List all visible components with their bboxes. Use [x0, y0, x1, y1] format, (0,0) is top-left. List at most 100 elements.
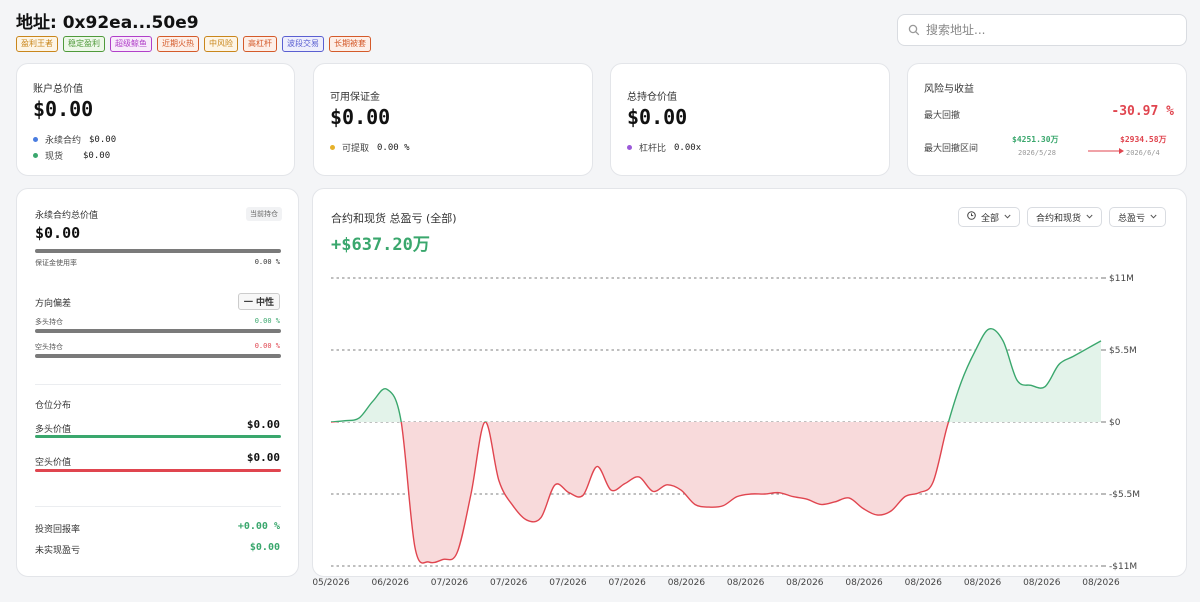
perp-label: 永续合约	[45, 136, 82, 146]
data-point[interactable]	[385, 387, 389, 391]
chart-total-pnl: +$637.20万	[331, 235, 430, 255]
x-tick-label: 08/2026	[905, 578, 943, 588]
data-point[interactable]	[427, 560, 431, 564]
trader-tag: 稳定盈利	[63, 36, 105, 52]
long-value-bar	[35, 435, 281, 438]
data-point[interactable]	[665, 483, 669, 487]
data-point[interactable]	[1057, 362, 1061, 366]
perp-total-label: 永续合约总价值	[35, 211, 99, 221]
data-point[interactable]	[567, 491, 571, 495]
data-point[interactable]	[749, 492, 753, 496]
clock-icon	[967, 211, 976, 223]
data-point[interactable]	[343, 419, 347, 423]
data-point[interactable]	[1085, 347, 1089, 351]
data-point[interactable]	[889, 509, 893, 513]
data-point[interactable]	[945, 425, 949, 429]
pnl-area-negative	[331, 422, 1101, 563]
data-point[interactable]	[861, 506, 865, 510]
leverage-row: 杠杆比 0.00x	[627, 141, 701, 154]
market-type-dropdown[interactable]: 合约和现货	[1027, 207, 1103, 227]
page-title: 地址: 0x92ea...50e9	[16, 13, 199, 33]
spot-dot	[33, 153, 38, 158]
data-point[interactable]	[623, 482, 627, 486]
data-point[interactable]	[651, 489, 655, 493]
data-point[interactable]	[637, 475, 641, 479]
arrow-right-icon	[1088, 140, 1124, 159]
pnl-area-chart[interactable]: $11M $5.5M $0 -$5.5M -$11M 05/2026 06/2026 07/2…	[312, 189, 1188, 601]
available-margin-label: 可用保证金	[330, 92, 380, 103]
search-input[interactable]	[926, 23, 1166, 37]
data-point[interactable]	[721, 504, 725, 508]
perp-summary-panel: 永续合约总价值 当前持仓 $0.00 保证金使用率 0.00 % 方向偏差 一 …	[16, 188, 299, 577]
trader-tag: 中风险	[204, 36, 238, 52]
chart-title: 合约和现货 总盈亏 (全部)	[331, 212, 457, 225]
account-value: $0.00	[33, 97, 94, 121]
data-point[interactable]	[959, 381, 963, 385]
data-point[interactable]	[819, 502, 823, 506]
data-point[interactable]	[917, 491, 921, 495]
data-point[interactable]	[1029, 383, 1033, 387]
data-point[interactable]	[413, 546, 417, 550]
data-point[interactable]	[875, 513, 879, 517]
data-point[interactable]	[371, 399, 375, 403]
account-value-label: 账户总价值	[33, 84, 83, 95]
data-point[interactable]	[735, 495, 739, 499]
data-point[interactable]	[973, 349, 977, 353]
time-range-dropdown[interactable]: 全部	[958, 207, 1021, 227]
data-point[interactable]	[693, 502, 697, 506]
data-point[interactable]	[553, 483, 557, 487]
data-point[interactable]	[539, 516, 543, 520]
margin-usage-bar	[35, 249, 281, 253]
data-point[interactable]	[357, 416, 361, 420]
data-point[interactable]	[525, 518, 529, 522]
spot-label: 现货	[45, 152, 64, 162]
metric-label: 总盈亏	[1118, 213, 1146, 224]
chevron-down-icon	[1150, 212, 1157, 222]
data-point[interactable]	[497, 479, 501, 483]
data-point[interactable]	[987, 327, 991, 331]
y-tick-label: $11M	[1109, 274, 1134, 284]
x-tick-label: 08/2026	[668, 578, 706, 588]
data-point[interactable]	[1043, 385, 1047, 389]
data-point[interactable]	[399, 419, 403, 423]
data-point[interactable]	[1001, 339, 1005, 343]
short-hold-bar	[35, 354, 281, 358]
data-point[interactable]	[455, 551, 459, 555]
metric-dropdown[interactable]: 总盈亏	[1109, 207, 1167, 227]
data-point[interactable]	[1071, 355, 1075, 359]
data-point[interactable]	[931, 480, 935, 484]
unrealized-pnl-value: $0.00	[249, 542, 280, 553]
data-point[interactable]	[903, 495, 907, 499]
data-point[interactable]	[707, 505, 711, 509]
x-tick-label: 08/2026	[786, 578, 824, 588]
range-from-value: $4251.30万	[1012, 135, 1059, 144]
x-tick-label: 07/2026	[490, 578, 528, 588]
data-point[interactable]	[763, 492, 767, 496]
data-point[interactable]	[581, 493, 585, 497]
data-point[interactable]	[595, 465, 599, 469]
data-point[interactable]	[805, 497, 809, 501]
search-box[interactable]	[897, 14, 1187, 46]
leverage-value: 0.00x	[674, 142, 702, 153]
x-tick-label: 08/2026	[727, 578, 765, 588]
unrealized-pnl-label: 未实现盈亏	[35, 546, 81, 556]
data-point[interactable]	[609, 488, 613, 492]
data-point[interactable]	[847, 496, 851, 500]
data-point[interactable]	[441, 557, 445, 561]
x-tick-label: 07/2026	[549, 578, 587, 588]
data-point[interactable]	[679, 488, 683, 492]
short-value-bar	[35, 469, 281, 472]
data-point[interactable]	[777, 491, 781, 495]
data-point[interactable]	[329, 420, 333, 424]
data-point[interactable]	[483, 420, 487, 424]
data-point[interactable]	[469, 492, 473, 496]
data-point[interactable]	[833, 500, 837, 504]
trader-tag: 盈利王者	[16, 36, 58, 52]
data-point[interactable]	[1015, 378, 1019, 382]
margin-usage-value: 0.00 %	[254, 258, 280, 266]
data-point[interactable]	[791, 495, 795, 499]
data-point[interactable]	[1099, 339, 1103, 343]
divider	[35, 384, 281, 385]
data-point[interactable]	[511, 504, 515, 508]
short-hold-label: 空头持仓	[35, 343, 63, 351]
